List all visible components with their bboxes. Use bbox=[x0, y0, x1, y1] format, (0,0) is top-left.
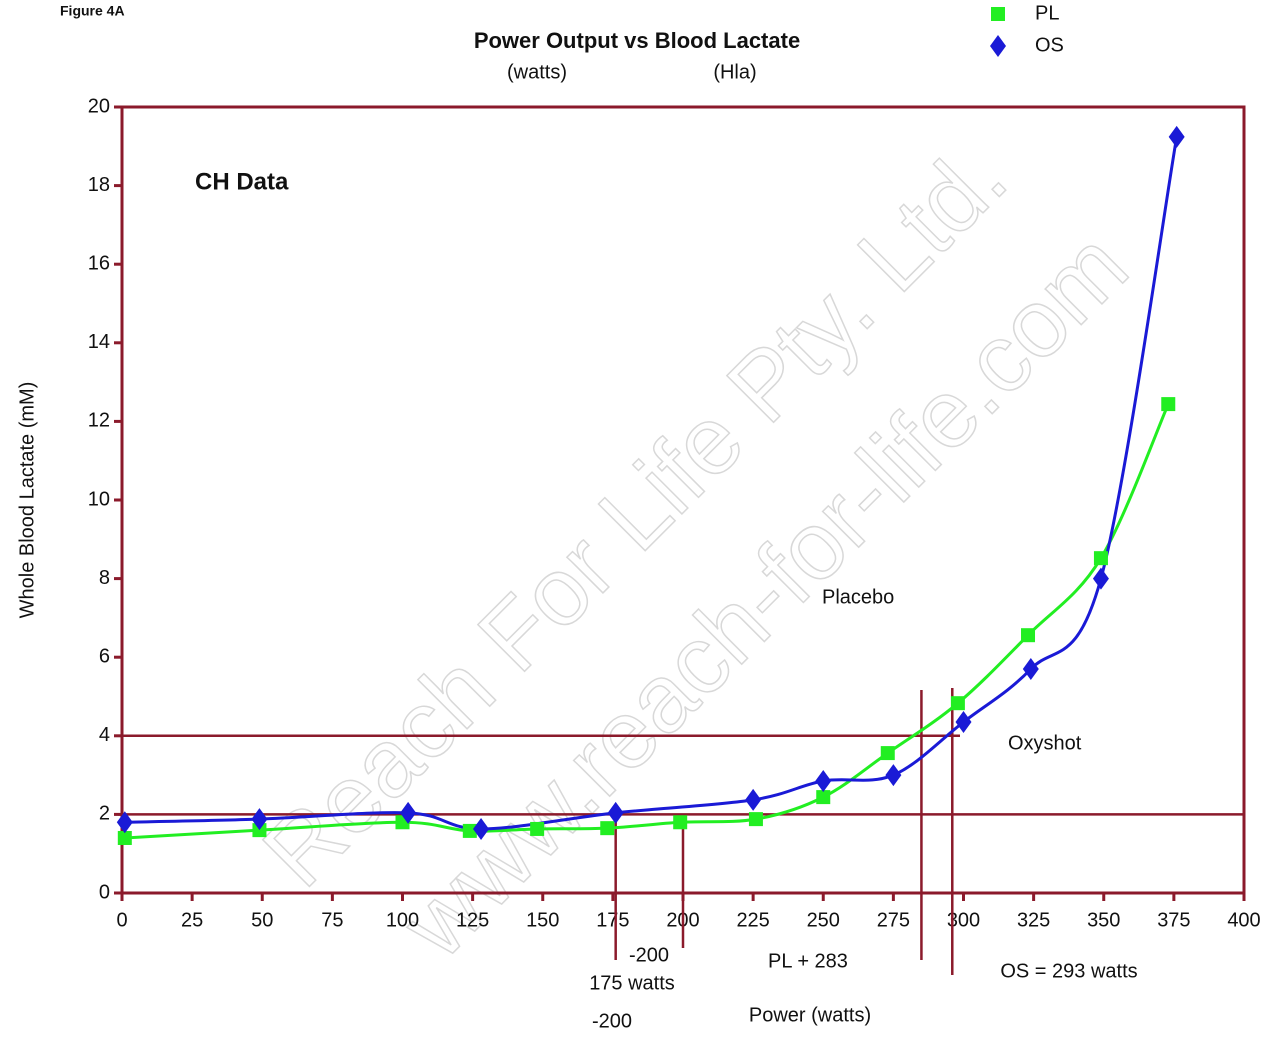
data-point bbox=[955, 711, 972, 734]
data-point bbox=[950, 696, 965, 711]
y-tick-label: 10 bbox=[88, 488, 110, 510]
x-tick-label: 25 bbox=[181, 909, 203, 931]
subtitle: (watts) bbox=[507, 61, 567, 83]
annotation: OS = 293 watts bbox=[1000, 960, 1137, 982]
x-tick-label: 400 bbox=[1227, 909, 1260, 931]
x-tick-label: 350 bbox=[1087, 909, 1120, 931]
legend-label: OS bbox=[1035, 34, 1064, 56]
annotation: -200 bbox=[629, 944, 669, 966]
y-axis-label: Whole Blood Lactate (mM) bbox=[16, 382, 38, 619]
x-tick-label: 250 bbox=[807, 909, 840, 931]
data-point bbox=[400, 801, 417, 824]
y-tick-label: 8 bbox=[99, 567, 110, 589]
x-tick-label: 100 bbox=[386, 909, 419, 931]
annotation: 175 watts bbox=[589, 972, 675, 994]
data-point bbox=[116, 811, 133, 834]
data-point bbox=[251, 808, 268, 831]
legend-label: PL bbox=[1035, 2, 1059, 24]
y-tick-label: 20 bbox=[88, 95, 110, 117]
legend-marker bbox=[991, 7, 1005, 21]
figure-label: Figure 4A bbox=[60, 3, 125, 19]
x-tick-label: 275 bbox=[877, 909, 910, 931]
data-point bbox=[1093, 551, 1108, 566]
data-point bbox=[1021, 628, 1036, 643]
y-tick-label: 2 bbox=[99, 803, 110, 825]
x-tick-label: 325 bbox=[1017, 909, 1050, 931]
legend-marker bbox=[990, 35, 1006, 57]
y-tick-label: 12 bbox=[88, 410, 110, 432]
data-point bbox=[1022, 657, 1039, 680]
annotation: CH Data bbox=[195, 168, 289, 195]
data-point bbox=[673, 815, 688, 830]
x-tick-label: 300 bbox=[947, 909, 980, 931]
data-point bbox=[816, 790, 831, 805]
data-point bbox=[745, 788, 762, 811]
data-point bbox=[748, 812, 763, 827]
x-tick-label: 150 bbox=[526, 909, 559, 931]
y-tick-label: 6 bbox=[99, 645, 110, 667]
y-tick-label: 18 bbox=[88, 174, 110, 196]
y-tick-label: 4 bbox=[99, 724, 110, 746]
data-point bbox=[462, 823, 477, 838]
data-point bbox=[473, 817, 490, 840]
annotation: Placebo bbox=[822, 586, 894, 608]
x-tick-label: 375 bbox=[1157, 909, 1190, 931]
data-point bbox=[117, 830, 132, 845]
chart-title: Power Output vs Blood Lactate bbox=[474, 28, 800, 53]
annotation: PL + 283 bbox=[768, 950, 848, 972]
x-tick-label: 225 bbox=[736, 909, 769, 931]
series-line bbox=[124, 136, 1179, 831]
data-point bbox=[880, 746, 895, 761]
x-tick-label: 0 bbox=[116, 909, 127, 931]
data-point bbox=[885, 764, 902, 787]
data-point bbox=[1161, 397, 1176, 412]
data-point bbox=[607, 801, 624, 824]
data-point bbox=[815, 769, 832, 792]
x-tick-label: 125 bbox=[456, 909, 489, 931]
y-tick-label: 16 bbox=[88, 252, 110, 274]
annotation: -200 bbox=[592, 1010, 632, 1032]
subtitle: (Hla) bbox=[713, 61, 756, 83]
data-point bbox=[600, 821, 615, 836]
data-point bbox=[1168, 125, 1185, 148]
y-tick-label: 14 bbox=[88, 331, 110, 353]
data-point bbox=[252, 823, 267, 838]
annotation: Oxyshot bbox=[1008, 732, 1082, 754]
data-point bbox=[530, 821, 545, 836]
x-tick-label: 175 bbox=[596, 909, 629, 931]
x-axis-label: Power (watts) bbox=[749, 1004, 871, 1026]
x-tick-label: 50 bbox=[251, 909, 273, 931]
y-tick-label: 0 bbox=[99, 881, 110, 903]
data-point bbox=[1092, 567, 1109, 590]
x-tick-label: 75 bbox=[321, 909, 343, 931]
